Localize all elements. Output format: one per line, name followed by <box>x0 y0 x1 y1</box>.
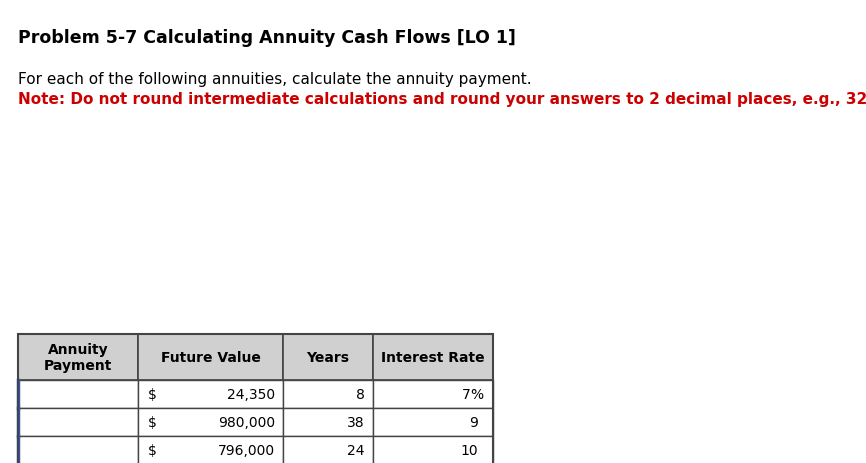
Text: 796,000: 796,000 <box>218 443 275 457</box>
Text: $: $ <box>148 443 157 457</box>
Text: %: % <box>470 387 483 401</box>
Text: 38: 38 <box>347 415 365 429</box>
Text: 7: 7 <box>462 387 471 401</box>
Text: 24,350: 24,350 <box>227 387 275 401</box>
Text: $: $ <box>148 387 157 401</box>
Text: Annuity
Payment: Annuity Payment <box>44 342 113 372</box>
Text: 9: 9 <box>469 415 478 429</box>
Text: Note: Do not round intermediate calculations and round your answers to 2 decimal: Note: Do not round intermediate calculat… <box>18 92 866 107</box>
Text: Interest Rate: Interest Rate <box>381 350 485 364</box>
Text: Years: Years <box>307 350 350 364</box>
Text: $: $ <box>148 415 157 429</box>
Text: 10: 10 <box>461 443 478 457</box>
Text: For each of the following annuities, calculate the annuity payment.: For each of the following annuities, cal… <box>18 72 532 87</box>
Text: Problem 5-7 Calculating Annuity Cash Flows [LO 1]: Problem 5-7 Calculating Annuity Cash Flo… <box>18 29 516 47</box>
Text: Future Value: Future Value <box>160 350 261 364</box>
Text: 24: 24 <box>347 443 365 457</box>
Text: 980,000: 980,000 <box>218 415 275 429</box>
Text: 8: 8 <box>356 387 365 401</box>
